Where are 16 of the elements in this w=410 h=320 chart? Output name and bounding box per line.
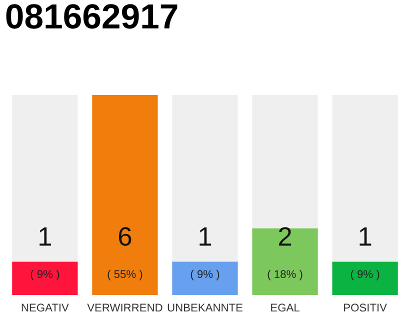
annotation: ( 55% ) [108,270,142,280]
x-tick-label: POSITIV [344,304,387,312]
annotation: ( 18% ) [268,270,302,280]
x-tick-label: EGAL [271,304,300,312]
data-label: 2 [279,227,292,246]
data-label: 1 [360,227,372,246]
annotation: ( 9% ) [30,270,60,280]
data-label: 1 [200,227,212,246]
chart-title: 081662917 [6,4,178,29]
x-tick-label: NEGATIV [22,304,69,312]
x-tick-label: UNBEKANNTE [168,304,242,312]
annotation: ( 9% ) [350,270,380,280]
data-label: 6 [118,227,132,246]
annotation: ( 9% ) [190,270,220,280]
data-label: 1 [40,227,51,246]
x-tick-label: VERWIRREND [87,304,162,312]
